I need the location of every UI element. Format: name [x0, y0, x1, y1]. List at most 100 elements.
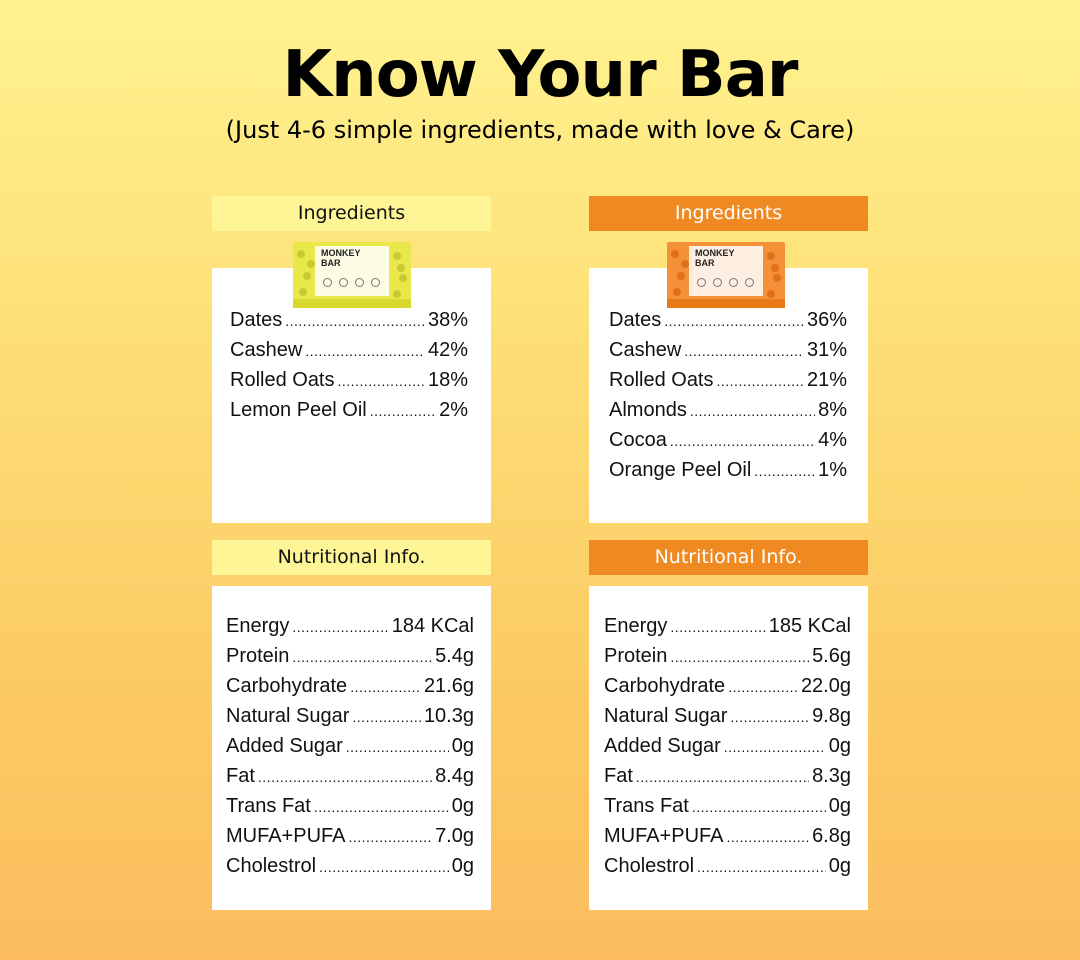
nutrition-row-value: 6.8g — [812, 825, 851, 847]
dot-leader — [636, 769, 809, 785]
pack-pattern-dot — [297, 250, 305, 258]
nutrition-row: Trans Fat 0g — [226, 795, 474, 818]
ingredient-row: Dates 36% — [609, 309, 847, 332]
pack-pattern-dot — [393, 252, 401, 260]
ingredient-row-label: Rolled Oats — [230, 369, 335, 391]
dot-leader — [664, 313, 804, 329]
nutrition-row-value: 0g — [451, 735, 474, 757]
lemon-nutrition-header: Nutritional Info. — [212, 540, 491, 575]
ingredient-row-value: 38% — [427, 309, 468, 331]
orange-bar-pack-image: MONKEY BAR — [667, 242, 785, 308]
nutrition-row-value: 7.0g — [435, 825, 474, 847]
nutrition-row-value: 0g — [828, 855, 851, 877]
nutrition-row-label: Cholestrol — [604, 855, 695, 877]
dot-leader — [258, 769, 432, 785]
dot-leader — [670, 433, 815, 449]
nutrition-row-label: Added Sugar — [604, 735, 721, 757]
ingredient-row-label: Dates — [609, 309, 662, 331]
pack-pattern-dot — [767, 252, 775, 260]
nutrition-row-label: MUFA+PUFA — [604, 825, 724, 847]
nutrition-row: Cholestrol 0g — [604, 855, 851, 878]
pack-pattern-dot — [673, 288, 681, 296]
ingredient-row-label: Orange Peel Oil — [609, 459, 752, 481]
nutrition-row-value: 10.3g — [423, 705, 474, 727]
ingredient-row: Cashew 42% — [230, 339, 468, 362]
pack-badge-icon — [323, 278, 332, 287]
dot-leader — [314, 799, 449, 815]
ingredient-row-value: 2% — [439, 399, 468, 421]
nutrition-row: Trans Fat 0g — [604, 795, 851, 818]
ingredient-row-value: 8% — [818, 399, 847, 421]
ingredient-row-label: Lemon Peel Oil — [230, 399, 367, 421]
lemon-bar-pack-image: MONKEY BAR — [293, 242, 411, 308]
page-subtitle: (Just 4-6 simple ingredients, made with … — [225, 116, 855, 144]
nutrition-row-label: Fat — [604, 765, 633, 787]
dot-leader — [728, 679, 798, 695]
nutrition-row: Cholestrol 0g — [226, 855, 474, 878]
orange-ingredients-card: Dates 36% Cashew 31% Rolled Oats 21% Almonds 8%… — [589, 268, 868, 523]
ingredient-row-label: Cashew — [230, 339, 303, 361]
dot-leader — [370, 403, 436, 419]
nutrition-row-label: Trans Fat — [226, 795, 311, 817]
nutrition-row: MUFA+PUFA 7.0g — [226, 825, 474, 848]
orange-ingredients-header: Ingredients — [589, 196, 868, 231]
lemon-nutrition-card: Energy 184 KCal Protein 5.4g Carbohydrate 21.… — [212, 586, 491, 910]
nutrition-row: Energy 184 KCal — [226, 615, 474, 638]
nutrition-row: Energy 185 KCal — [604, 615, 851, 638]
dot-leader — [754, 463, 815, 479]
nutrition-row-label: Energy — [604, 615, 668, 637]
nutrition-row-value: 21.6g — [423, 675, 474, 697]
lemon-ingredients-card: Dates 38% Cashew 42% Rolled Oats 18% Lemon Pee… — [212, 268, 491, 523]
nutrition-row-label: Natural Sugar — [604, 705, 728, 727]
pack-pattern-dot — [393, 290, 401, 298]
pack-badge-icon — [339, 278, 348, 287]
nutrition-row-value: 8.3g — [812, 765, 851, 787]
page-title: Know Your Bar — [282, 38, 799, 112]
ingredient-row: Almonds 8% — [609, 399, 847, 422]
ingredient-row-label: Cocoa — [609, 429, 667, 451]
nutrition-row-value: 185 KCal — [768, 615, 851, 637]
ingredient-row-value: 21% — [806, 369, 847, 391]
nutrition-row-label: Trans Fat — [604, 795, 689, 817]
nutrition-row: Natural Sugar 9.8g — [604, 705, 851, 728]
dot-leader — [670, 649, 809, 665]
nutrition-row-value: 0g — [451, 855, 474, 877]
pack-pattern-dot — [771, 264, 779, 272]
nutrition-row-label: Fat — [226, 765, 255, 787]
nutrition-row: Protein 5.4g — [226, 645, 474, 668]
ingredient-row: Lemon Peel Oil 2% — [230, 399, 468, 422]
nutrition-row-label: Carbohydrate — [226, 675, 348, 697]
ingredient-row-label: Almonds — [609, 399, 687, 421]
nutrition-row-label: Protein — [604, 645, 668, 667]
nutrition-row-value: 5.4g — [435, 645, 474, 667]
ingredient-row-value: 31% — [806, 339, 847, 361]
ingredient-row-value: 1% — [818, 459, 847, 481]
ingredient-row-value: 4% — [818, 429, 847, 451]
nutrition-row-label: Carbohydrate — [604, 675, 726, 697]
nutrition-row-value: 0g — [828, 735, 851, 757]
pack-pattern-dot — [299, 288, 307, 296]
ingredient-row: Rolled Oats 21% — [609, 369, 847, 392]
ingredient-row-value: 36% — [806, 309, 847, 331]
ingredient-row: Cocoa 4% — [609, 429, 847, 452]
nutrition-row: Added Sugar 0g — [604, 735, 851, 758]
nutrition-row: MUFA+PUFA 6.8g — [604, 825, 851, 848]
nutrition-row-label: Cholestrol — [226, 855, 317, 877]
pack-badge-icon — [713, 278, 722, 287]
dot-leader — [292, 619, 388, 635]
dot-leader — [717, 373, 804, 389]
dot-leader — [726, 829, 809, 845]
nutrition-row: Added Sugar 0g — [226, 735, 474, 758]
nutrition-row-label: Energy — [226, 615, 290, 637]
ingredient-row: Dates 38% — [230, 309, 468, 332]
dot-leader — [338, 373, 425, 389]
ingredient-row-value: 18% — [427, 369, 468, 391]
ingredient-row-label: Cashew — [609, 339, 682, 361]
nutrition-row: Fat 8.3g — [604, 765, 851, 788]
pack-badge-icon — [729, 278, 738, 287]
nutrition-row-value: 9.8g — [812, 705, 851, 727]
nutrition-row: Natural Sugar 10.3g — [226, 705, 474, 728]
nutrition-row-value: 5.6g — [812, 645, 851, 667]
pack-badge-icon — [697, 278, 706, 287]
pack-pattern-dot — [671, 250, 679, 258]
